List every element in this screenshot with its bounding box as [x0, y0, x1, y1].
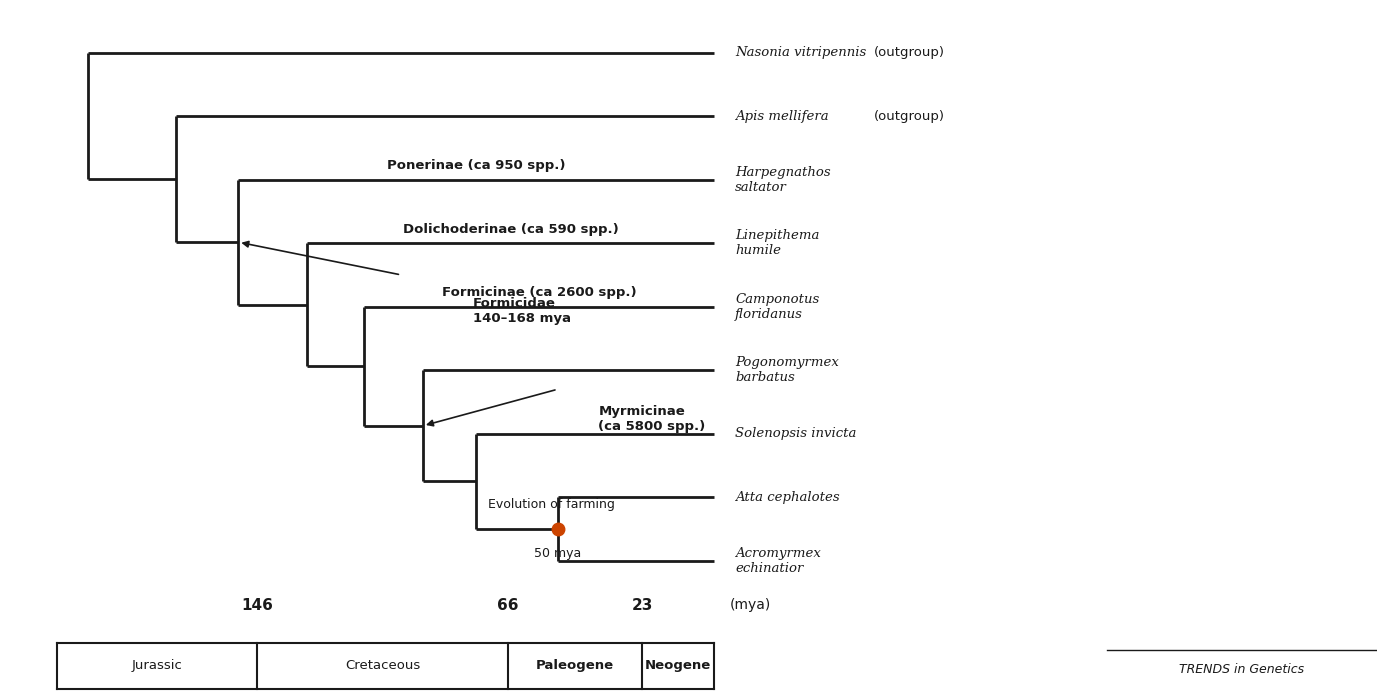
Text: Solenopsis invicta: Solenopsis invicta — [735, 427, 856, 441]
Text: Atta cephalotes: Atta cephalotes — [735, 491, 840, 504]
Text: Acromyrmex
echinatior: Acromyrmex echinatior — [735, 546, 821, 575]
Text: 23: 23 — [632, 598, 653, 613]
Text: Myrmicinae
(ca 5800 spp.): Myrmicinae (ca 5800 spp.) — [599, 405, 705, 433]
Text: TRENDS in Genetics: TRENDS in Genetics — [1180, 663, 1304, 675]
Text: Formicinae (ca 2600 spp.): Formicinae (ca 2600 spp.) — [442, 286, 636, 299]
Text: (mya): (mya) — [730, 598, 771, 612]
Text: (outgroup): (outgroup) — [873, 46, 945, 59]
Text: Linepithema
humile: Linepithema humile — [735, 229, 819, 257]
Text: Camponotus
floridanus: Camponotus floridanus — [735, 293, 819, 321]
Text: (outgroup): (outgroup) — [873, 109, 945, 123]
Text: Dolichoderinae (ca 590 spp.): Dolichoderinae (ca 590 spp.) — [403, 222, 618, 236]
Text: 50 mya: 50 mya — [534, 546, 581, 560]
Text: Evolution of farming: Evolution of farming — [487, 498, 616, 511]
Text: Nasonia vitripennis: Nasonia vitripennis — [735, 46, 866, 59]
Text: Harpegnathos
saltator: Harpegnathos saltator — [735, 166, 830, 194]
Text: Jurassic: Jurassic — [132, 659, 183, 672]
Text: Ponerinae (ca 950 spp.): Ponerinae (ca 950 spp.) — [387, 159, 566, 172]
Text: 146: 146 — [241, 598, 273, 613]
Text: Formicidae
140–168 mya: Formicidae 140–168 mya — [474, 297, 571, 325]
Text: Cretaceous: Cretaceous — [344, 659, 420, 672]
Text: Apis mellifera: Apis mellifera — [735, 109, 829, 123]
Text: Neogene: Neogene — [644, 659, 712, 672]
Text: Paleogene: Paleogene — [536, 659, 614, 672]
Text: Pogonomyrmex
barbatus: Pogonomyrmex barbatus — [735, 356, 839, 384]
Text: 66: 66 — [497, 598, 518, 613]
